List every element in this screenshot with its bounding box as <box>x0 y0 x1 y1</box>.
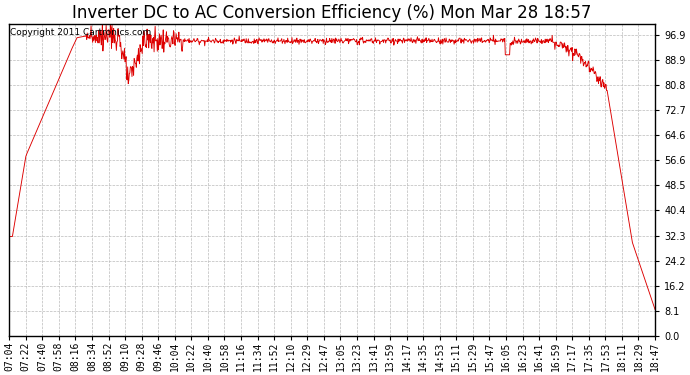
Text: Copyright 2011 Cartronics.com: Copyright 2011 Cartronics.com <box>10 28 152 38</box>
Title: Inverter DC to AC Conversion Efficiency (%) Mon Mar 28 18:57: Inverter DC to AC Conversion Efficiency … <box>72 4 592 22</box>
